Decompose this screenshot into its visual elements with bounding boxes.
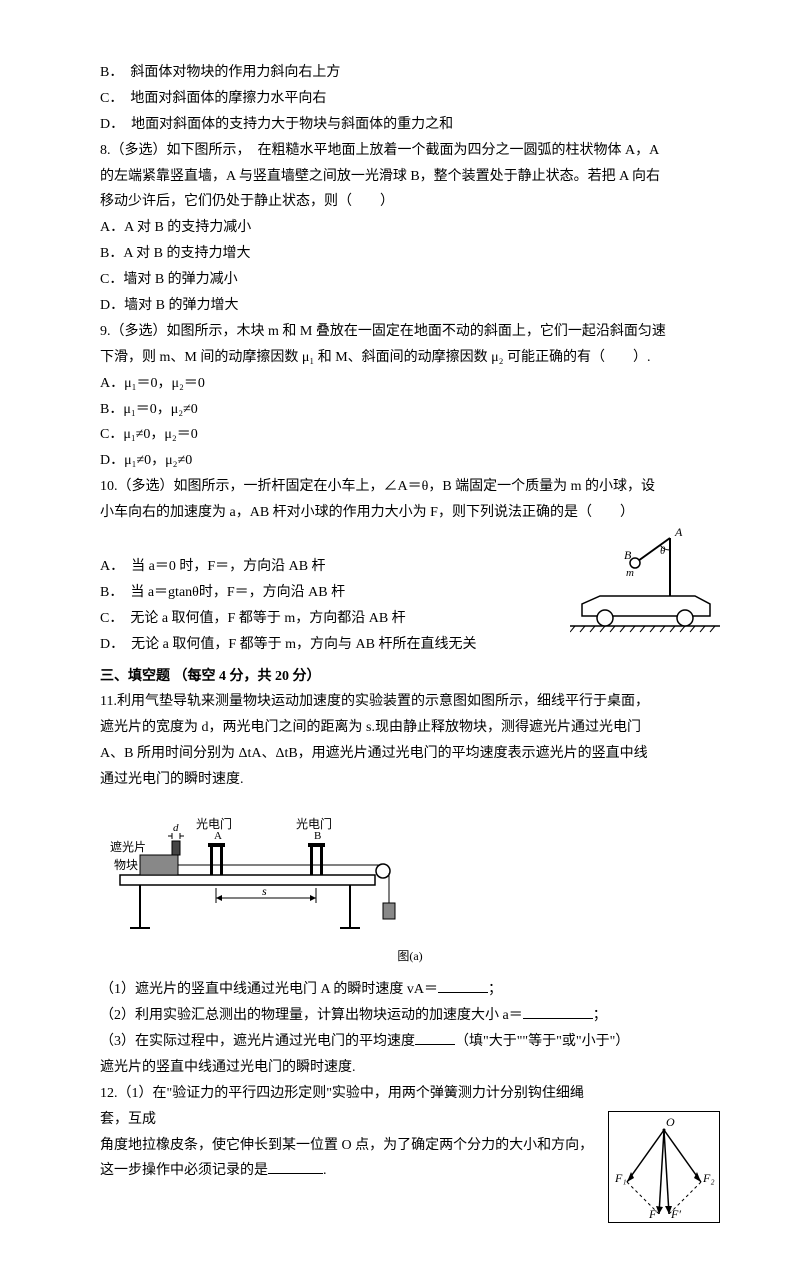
q9-opt-c: C．μ₁≠0，μ₂＝0 bbox=[100, 422, 720, 448]
q8-stem-1: 8.（多选）如下图所示， 在粗糙水平地面上放着一个截面为四分之一圆弧的柱状物体 … bbox=[100, 138, 720, 164]
q11-label-s: s bbox=[262, 884, 267, 898]
q9-opt-a: A．μ₁＝0，μ₂＝0 bbox=[100, 371, 720, 397]
q9-stem-2: 下滑，则 m、M 间的动摩擦因数 μ₁ 和 M、斜面间的动摩擦因数 μ₂ 可能正… bbox=[100, 345, 720, 371]
q11-part2: （2）利用实验汇总测出的物理量，计算出物块运动的加速度大小 a＝ ； bbox=[100, 1003, 720, 1029]
q8-stem-3: 移动少许后，它们仍处于静止状态，则（ ） bbox=[100, 189, 720, 215]
q11-part3: （3）在实际过程中，遮光片通过光电门的平均速度 （填"大于""等于"或"小于"） bbox=[100, 1029, 720, 1055]
q9-stem-1: 9.（多选）如图所示，木块 m 和 M 叠放在一固定在地面不动的斜面上，它们一起… bbox=[100, 319, 720, 345]
q8-opt-c: C．墙对 B 的弹力减小 bbox=[100, 267, 720, 293]
q12-blank-1[interactable] bbox=[268, 1159, 323, 1174]
q7-opt-b: B． 斜面体对物块的作用力斜向右上方 bbox=[100, 60, 720, 86]
q8-stem-2: 的左端紧靠竖直墙，A 与竖直墙壁之间放一光滑球 B，整个装置处于静止状态。若把 … bbox=[100, 164, 720, 190]
q11-label-gate1: 光电门 bbox=[196, 816, 232, 831]
q11-fig-caption: 图(a) bbox=[100, 945, 720, 967]
q12-label-fp: F′ bbox=[670, 1207, 681, 1221]
q11-stem-3: A、B 所用时间分别为 ΔtA、ΔtB，用遮光片通过光电门的平均速度表示遮光片的… bbox=[100, 741, 720, 767]
q11-p3-text: （3）在实际过程中，遮光片通过光电门的平均速度 bbox=[100, 1034, 415, 1049]
q9-opt-b: B．μ₁＝0，μ₂≠0 bbox=[100, 397, 720, 423]
q10-stem-1: 10.（多选）如图所示，一折杆固定在小车上，∠A＝θ，B 端固定一个质量为 m … bbox=[100, 474, 720, 500]
q11-p2-end: ； bbox=[593, 1008, 607, 1023]
q11-label-shade: 遮光片 bbox=[110, 839, 146, 854]
q11-stem-4: 通过光电门的瞬时速度. bbox=[100, 767, 720, 793]
q11-label-b: B bbox=[314, 830, 321, 842]
q11-label-gate2: 光电门 bbox=[296, 816, 332, 831]
q10-label-theta: θ bbox=[660, 545, 666, 557]
q11-blank-1[interactable] bbox=[438, 978, 488, 993]
q11-blank-2[interactable] bbox=[523, 1004, 593, 1019]
q12-p3-end: . bbox=[323, 1163, 327, 1178]
q10-stem-2: 小车向右的加速度为 a，AB 杆对小球的作用力大小为 F，则下列说法正确的是（ … bbox=[100, 500, 720, 526]
q12-label-f1: F₁ bbox=[614, 1171, 627, 1185]
q7-opt-c: C． 地面对斜面体的摩擦力水平向右 bbox=[100, 86, 720, 112]
q11-part1: （1）遮光片的竖直中线通过光电门 A 的瞬时速度 vA＝ ； bbox=[100, 977, 720, 1003]
q12-figure: O F₁ F₂ F F′ bbox=[608, 1111, 720, 1223]
q12-label-o: O bbox=[666, 1115, 675, 1129]
q11-p1-end: ； bbox=[488, 982, 502, 997]
q10-label-b: B bbox=[624, 548, 632, 562]
q11-label-block: 物块 bbox=[114, 858, 138, 872]
q11-p2-text: （2）利用实验汇总测出的物理量，计算出物块运动的加速度大小 a＝ bbox=[100, 1008, 523, 1023]
q11-blank-3[interactable] bbox=[415, 1030, 455, 1045]
q8-opt-d: D．墙对 B 的弹力增大 bbox=[100, 293, 720, 319]
q7-opt-d: D． 地面对斜面体的支持力大于物块与斜面体的重力之和 bbox=[100, 112, 720, 138]
q12-p3-text: 这一步操作中必须记录的是 bbox=[100, 1163, 268, 1178]
q12-label-f2: F₂ bbox=[702, 1171, 715, 1185]
q8-opt-a: A．A 对 B 的支持力减小 bbox=[100, 215, 720, 241]
section-3-title: 三、填空题 （每空 4 分，共 20 分） bbox=[100, 664, 720, 690]
q9-opt-d: D．μ₁≠0，μ₂≠0 bbox=[100, 448, 720, 474]
q10-figure: A B m θ bbox=[570, 526, 720, 636]
q10-label-a: A bbox=[674, 526, 683, 539]
q11-label-a: A bbox=[214, 830, 222, 842]
q10-label-m: m bbox=[626, 567, 634, 579]
q8-opt-b: B．A 对 B 的支持力增大 bbox=[100, 241, 720, 267]
q11-part3c: 遮光片的竖直中线通过光电门的瞬时速度. bbox=[100, 1055, 720, 1081]
q11-figure: d A B 光电门 光电门 遮光片 物块 s 图(a) bbox=[100, 803, 720, 967]
q11-p1-text: （1）遮光片的竖直中线通过光电门 A 的瞬时速度 vA＝ bbox=[100, 982, 438, 997]
q11-p3-mid: （填"大于""等于"或"小于"） bbox=[455, 1034, 629, 1049]
q12-label-f: F bbox=[648, 1207, 657, 1221]
q11-label-d: d bbox=[173, 822, 179, 834]
q11-stem-2: 遮光片的宽度为 d，两光电门之间的距离为 s.现由静止释放物块，测得遮光片通过光… bbox=[100, 715, 720, 741]
q11-stem-1: 11.利用气垫导轨来测量物块运动加速度的实验装置的示意图如图所示，细线平行于桌面… bbox=[100, 689, 720, 715]
